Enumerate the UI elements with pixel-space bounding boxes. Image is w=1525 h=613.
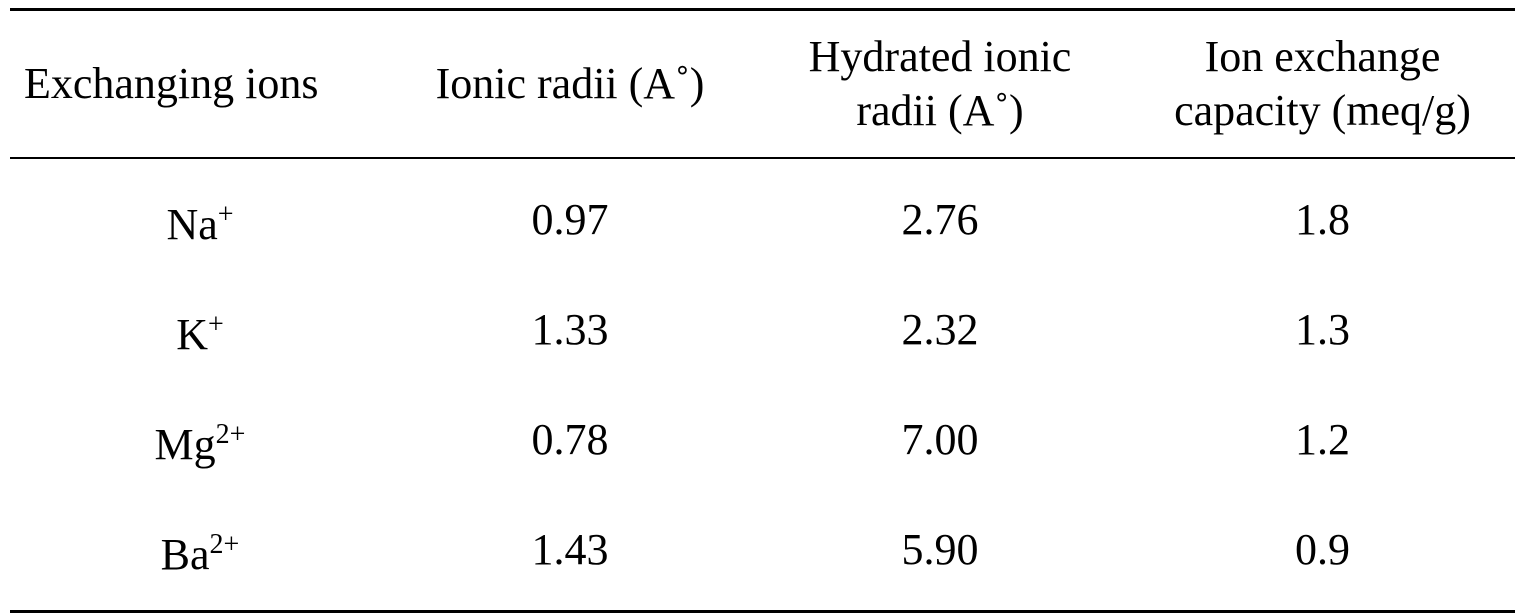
ionic-radii-cell: 1.43: [531, 525, 609, 574]
ion-cell: Na+: [10, 190, 390, 250]
ion-charge: 2+: [209, 529, 240, 561]
table-top-rule: [10, 8, 1515, 11]
table-row: Na+ 0.97 2.76 1.8: [10, 165, 1515, 275]
header-ion-exchange-capacity: Ion exchange capacity (meq/g): [1130, 30, 1515, 138]
ion-symbol: Ba: [160, 529, 210, 579]
capacity-cell: 1.3: [1295, 305, 1350, 354]
data-table: Exchanging ions Ionic radii (A˚) Hydrate…: [10, 8, 1515, 613]
table-row: Mg2+ 0.78 7.00 1.2: [10, 385, 1515, 495]
ion-cell: Ba2+: [10, 520, 390, 580]
ionic-radii-cell: 1.33: [531, 305, 609, 354]
header-exchanging-ions: Exchanging ions: [10, 57, 390, 111]
table-header-row: Exchanging ions Ionic radii (A˚) Hydrate…: [10, 11, 1515, 157]
header-hydrated-ionic-radii: Hydrated ionic radii (A˚): [750, 30, 1130, 138]
capacity-cell: 1.8: [1295, 195, 1350, 244]
ion-symbol: K: [176, 309, 208, 359]
header-line: Exchanging ions: [24, 59, 319, 108]
header-line: radii (A˚): [856, 86, 1024, 135]
hydrated-radii-cell: 7.00: [901, 415, 979, 464]
table-header-rule: [10, 157, 1515, 159]
header-ionic-radii: Ionic radii (A˚): [390, 57, 750, 111]
hydrated-radii-cell: 2.76: [901, 195, 979, 244]
header-line: Ionic radii (A˚): [435, 59, 705, 108]
hydrated-radii-cell: 5.90: [901, 525, 979, 574]
ion-cell: K+: [10, 300, 390, 360]
ion-charge: 2+: [215, 419, 246, 451]
ion-symbol: Na: [166, 199, 218, 249]
header-line: capacity (meq/g): [1174, 86, 1471, 135]
header-line: Hydrated ionic: [808, 32, 1072, 81]
ion-charge: +: [207, 309, 224, 341]
table-row: K+ 1.33 2.32 1.3: [10, 275, 1515, 385]
header-line: Ion exchange: [1204, 32, 1441, 81]
ion-cell: Mg2+: [10, 410, 390, 470]
ionic-radii-cell: 0.97: [531, 195, 609, 244]
capacity-cell: 1.2: [1295, 415, 1350, 464]
table-row: Ba2+ 1.43 5.90 0.9: [10, 495, 1515, 605]
capacity-cell: 0.9: [1295, 525, 1350, 574]
ion-symbol: Mg: [154, 419, 216, 469]
ionic-radii-cell: 0.78: [531, 415, 609, 464]
hydrated-radii-cell: 2.32: [901, 305, 979, 354]
ion-charge: +: [217, 199, 234, 231]
